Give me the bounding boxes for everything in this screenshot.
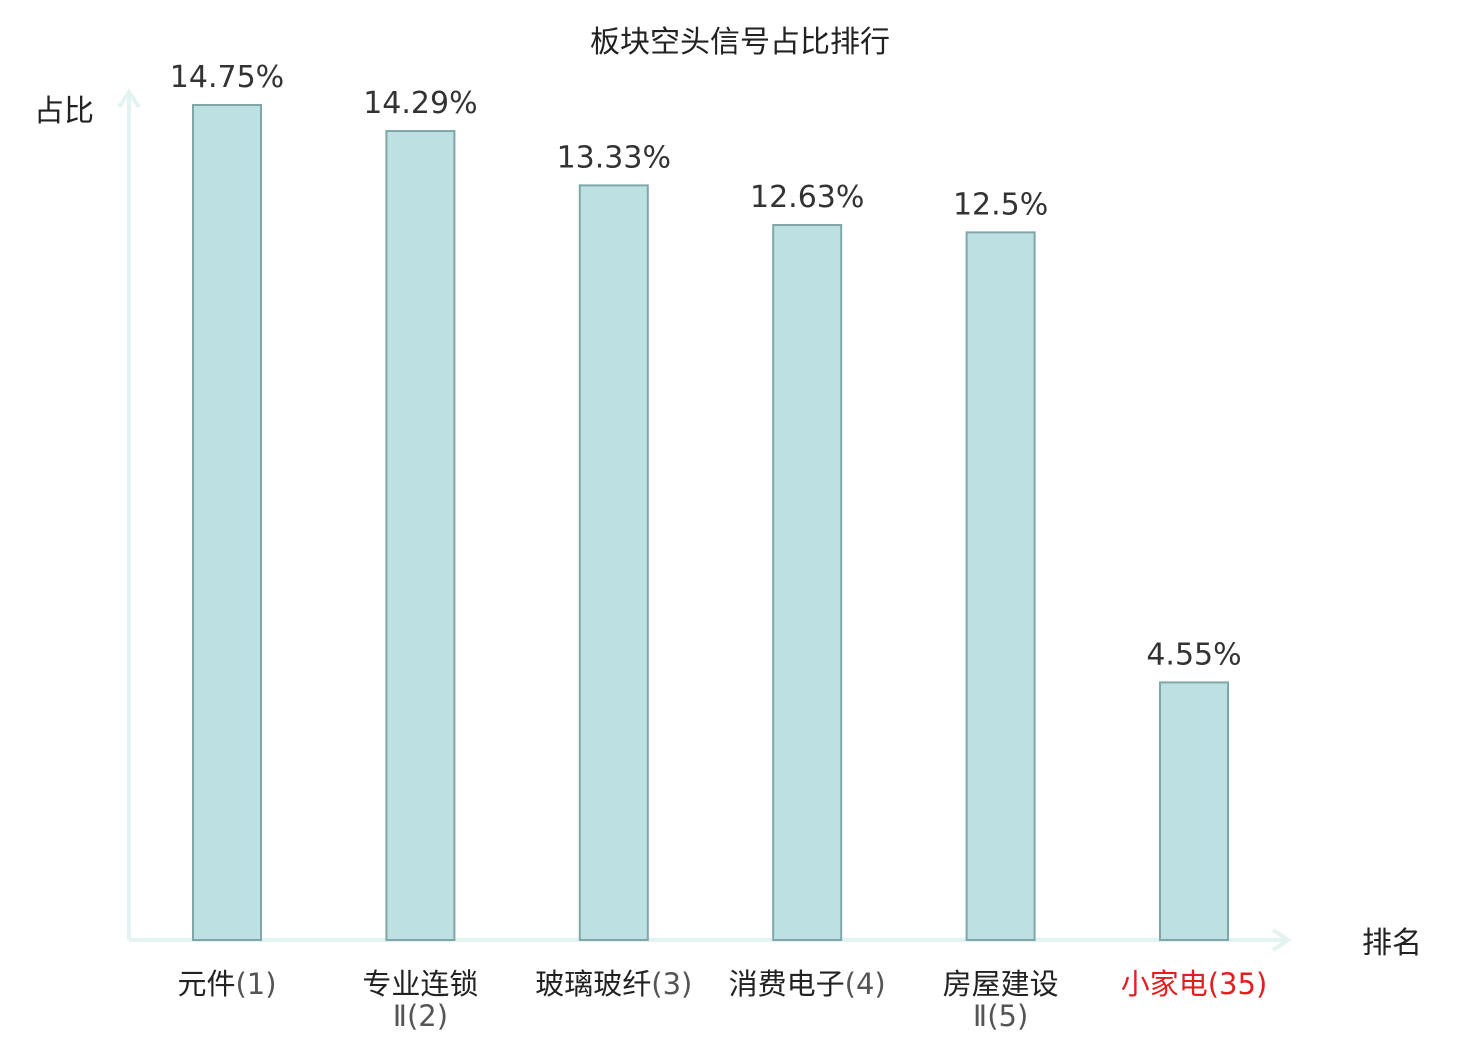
value-label: 14.75% bbox=[170, 60, 284, 95]
y-axis-label: 占比 bbox=[34, 94, 94, 129]
category-label: 消费电子(4) bbox=[729, 967, 886, 1001]
value-label: 12.5% bbox=[953, 187, 1048, 222]
category-label: 专业连锁 bbox=[362, 967, 478, 1001]
x-axis-label: 排名 bbox=[1362, 926, 1422, 961]
bar bbox=[1159, 681, 1229, 941]
value-labels-group: 14.75% 14.29% 13.33% 12.63% 12.5% 4.55% bbox=[170, 60, 1242, 672]
value-label: 12.63% bbox=[750, 180, 864, 215]
category-rank: (35) bbox=[1208, 967, 1268, 1001]
value-label: 13.33% bbox=[557, 140, 671, 175]
value-label: 4.55% bbox=[1146, 637, 1241, 672]
bar bbox=[385, 130, 456, 942]
category-name: 房屋建设 bbox=[943, 967, 1059, 1001]
category-label: 房屋建设 bbox=[943, 967, 1059, 1001]
bars-group bbox=[192, 104, 1229, 942]
category-label: 元件(1) bbox=[177, 967, 276, 1001]
value-label: 14.29% bbox=[363, 86, 477, 121]
y-axis-arrow bbox=[117, 88, 141, 109]
bar bbox=[578, 184, 649, 942]
category-name: 元件 bbox=[177, 967, 235, 1001]
category-name: 消费电子 bbox=[729, 967, 845, 1001]
category-name: 玻璃玻纤 bbox=[535, 967, 651, 1001]
chart-title: 板块空头信号占比排行 bbox=[590, 25, 890, 60]
category-name-suffix: Ⅱ bbox=[973, 999, 987, 1033]
category-label: 玻璃玻纤(3) bbox=[535, 967, 692, 1001]
bar bbox=[965, 231, 1036, 942]
category-label-line2: Ⅱ(2) bbox=[393, 999, 448, 1033]
bar bbox=[192, 104, 262, 941]
category-rank: (3) bbox=[651, 967, 692, 1001]
x-axis-arrow bbox=[1271, 928, 1292, 952]
category-name: 专业连锁 bbox=[362, 967, 478, 1001]
category-rank: (5) bbox=[987, 999, 1028, 1033]
category-label: 小家电(35) bbox=[1121, 967, 1268, 1001]
category-rank: (2) bbox=[407, 999, 448, 1033]
axes bbox=[117, 88, 1292, 952]
category-name-suffix: Ⅱ bbox=[393, 999, 407, 1033]
category-name: 小家电 bbox=[1121, 967, 1208, 1001]
category-label-line2: Ⅱ(5) bbox=[973, 999, 1028, 1033]
category-rank: (4) bbox=[845, 967, 886, 1001]
bar bbox=[772, 224, 843, 942]
category-rank: (1) bbox=[235, 967, 276, 1001]
